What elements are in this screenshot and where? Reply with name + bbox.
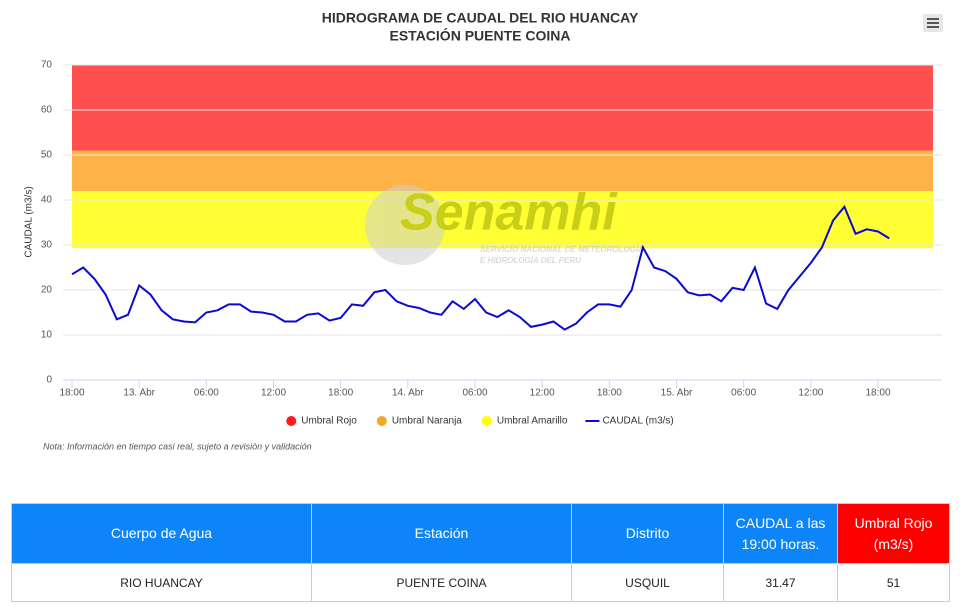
- watermark: Senamhi SERVICIO NACIONAL DE METEOROLOGÍA…: [365, 184, 644, 265]
- legend-label: CAUDAL (m3/s): [602, 416, 673, 427]
- table-header: CAUDAL a las 19:00 horas.: [723, 503, 838, 564]
- table-cell: USQUIL: [571, 563, 724, 602]
- chart: HIDROGRAMA DE CAUDAL DEL RIO HUANCAY EST…: [24, 10, 943, 451]
- x-tick-label: 06:00: [731, 388, 756, 399]
- x-tick-label: 06:00: [194, 388, 219, 399]
- y-tick-label: 20: [41, 285, 53, 296]
- data-line: [71, 204, 890, 331]
- y-tick-label: 10: [41, 330, 53, 341]
- legend-item[interactable]: Umbral Amarillo: [481, 416, 568, 427]
- legend: Umbral Rojo Umbral Naranja Umbral Amarillo…: [286, 416, 674, 427]
- x-tick-label: 18:00: [597, 388, 622, 399]
- legend-item[interactable]: Umbral Rojo: [286, 416, 357, 427]
- legend-label: Umbral Rojo: [301, 416, 357, 427]
- x-tick-label: 14. Abr: [392, 388, 424, 399]
- menu-button[interactable]: [923, 14, 943, 32]
- table-header: Estación: [311, 503, 572, 564]
- y-tick-label: 60: [41, 105, 53, 116]
- threshold-band: [72, 150, 933, 191]
- x-tick-label: 18:00: [328, 388, 353, 399]
- y-tick-label: 0: [46, 375, 52, 386]
- watermark-text: SERVICIO NACIONAL DE METEOROLOGÍA: [480, 245, 644, 254]
- legend-item[interactable]: CAUDAL (m3/s): [585, 416, 674, 427]
- note: Nota: Información en tiempo casi real, s…: [43, 441, 312, 451]
- legend-item[interactable]: Umbral Naranja: [376, 416, 462, 427]
- table-header: Distrito: [571, 503, 724, 564]
- watermark-brand: Senamhi: [400, 184, 618, 242]
- threshold-band: [72, 191, 933, 249]
- table-cell: RIO HUANCAY: [11, 563, 312, 602]
- y-tick-label: 50: [41, 150, 53, 161]
- x-tick-label: 12:00: [261, 388, 286, 399]
- y-tick-label: 40: [41, 195, 53, 206]
- legend-symbol: [376, 416, 387, 426]
- threshold-band: [72, 65, 933, 151]
- x-tick-label: 12:00: [798, 388, 823, 399]
- table-header: Cuerpo de Agua: [11, 503, 312, 564]
- x-tick-label: 06:00: [462, 388, 487, 399]
- table-cell: PUENTE COINA: [311, 563, 572, 602]
- x-tick-label: 13. Abr: [123, 388, 155, 399]
- table-cell: 51: [837, 563, 950, 602]
- watermark-text: E HIDROLOGÍA DEL PERÚ: [480, 256, 581, 265]
- legend-label: Umbral Amarillo: [497, 416, 568, 427]
- x-tick-label: 15. Abr: [661, 388, 693, 399]
- legend-symbol: [286, 416, 297, 426]
- table-header: Umbral Rojo (m3/s): [837, 503, 950, 564]
- watermark-sun: [365, 185, 445, 265]
- chart-subtitle: ESTACIÓN PUENTE COINA: [390, 27, 571, 44]
- y-axis-label: CAUDAL (m3/s): [24, 186, 35, 257]
- x-tick-label: 18:00: [59, 388, 84, 399]
- x-tick-label: 12:00: [530, 388, 555, 399]
- y-tick-label: 30: [41, 240, 53, 251]
- x-tick-label: 18:00: [865, 388, 890, 399]
- legend-symbol: [481, 416, 492, 426]
- data-table: Cuerpo de Agua Estación Distrito CAUDAL …: [11, 503, 950, 602]
- legend-label: Umbral Naranja: [392, 416, 462, 427]
- chart-title: HIDROGRAMA DE CAUDAL DEL RIO HUANCAY: [322, 10, 639, 26]
- y-tick-label: 70: [41, 60, 53, 71]
- table-cell: 31.47: [723, 563, 838, 602]
